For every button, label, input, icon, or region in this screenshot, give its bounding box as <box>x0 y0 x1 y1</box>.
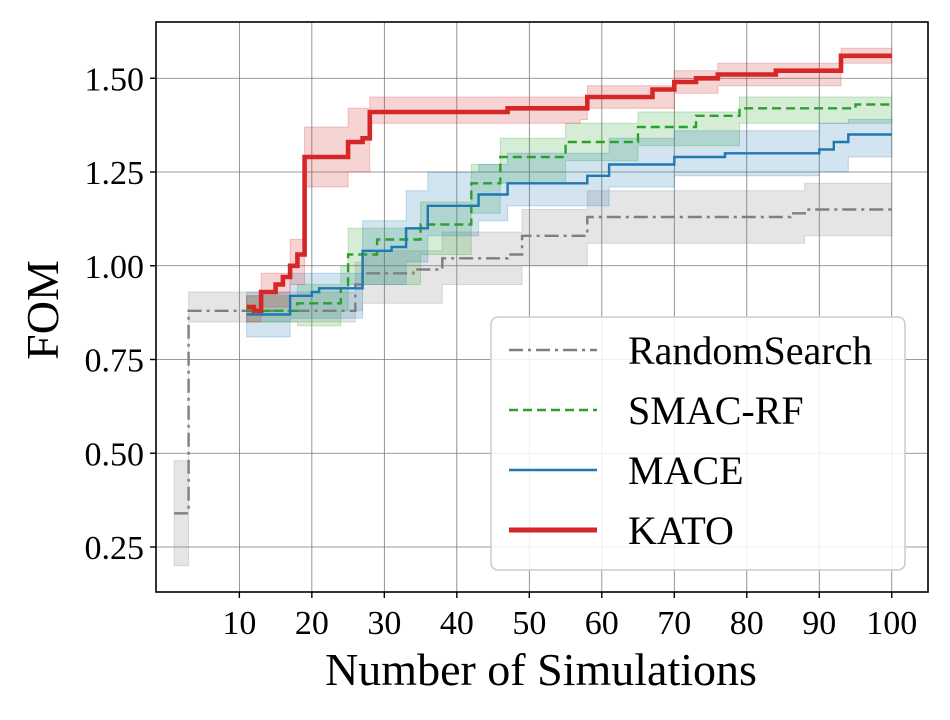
x-tick-label: 30 <box>367 605 401 642</box>
x-tick-label: 70 <box>657 605 691 642</box>
x-tick-label: 90 <box>802 605 836 642</box>
x-tick-label: 10 <box>222 605 256 642</box>
x-tick-label: 80 <box>730 605 764 642</box>
x-tick-label: 40 <box>440 605 474 642</box>
legend: RandomSearch SMAC-RF MACE KATO <box>490 316 906 571</box>
x-tick-label: 20 <box>295 605 329 642</box>
band-mace <box>246 115 893 338</box>
line-smac-rf <box>246 103 892 312</box>
x-tick-label: 60 <box>585 605 619 642</box>
y-axis-title: FOM <box>17 260 68 360</box>
x-tick-label: 50 <box>512 605 546 642</box>
line-kato <box>246 53 892 314</box>
band-kato <box>246 47 893 323</box>
legend-box <box>490 316 906 571</box>
y-tick-label: 0.50 <box>85 436 145 473</box>
y-tick-label: 0.75 <box>85 343 145 380</box>
y-tick-label: 1.50 <box>85 61 145 98</box>
line-mace <box>246 133 892 316</box>
legend-label-kato: KATO <box>628 508 734 553</box>
x-axis-title: Number of Simulations <box>325 644 757 695</box>
legend-label-smac-rf: SMAC-RF <box>628 388 804 433</box>
y-tick-label: 1.00 <box>85 249 145 286</box>
axis-ticks: 10 20 30 40 50 60 70 80 90 100 0.25 0.50 0.75 1.00 1.2… <box>85 61 918 642</box>
legend-label-randomsearch: RandomSearch <box>628 328 872 373</box>
plot-frame <box>155 21 929 593</box>
legend-label-mace: MACE <box>628 448 744 493</box>
y-tick-label: 1.25 <box>85 155 145 192</box>
series-lines <box>174 53 892 515</box>
y-tick-label: 0.25 <box>85 530 145 567</box>
x-tick-label: 100 <box>866 605 917 642</box>
